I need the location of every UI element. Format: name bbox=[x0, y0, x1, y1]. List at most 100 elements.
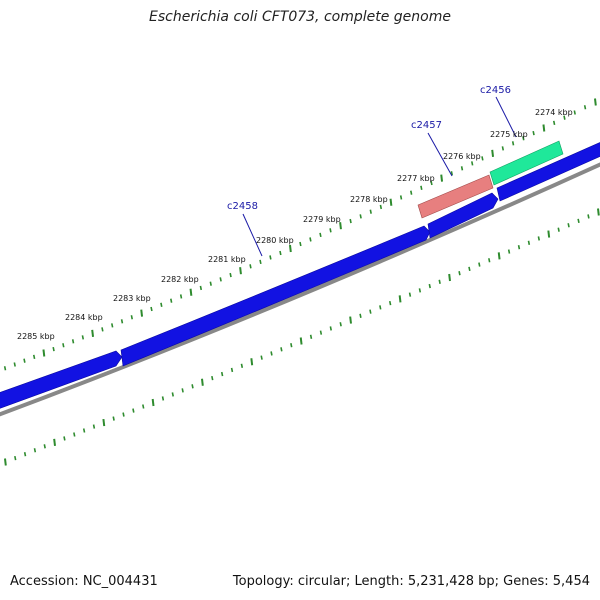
tick-mark bbox=[379, 305, 382, 310]
label-line-c2457 bbox=[427, 132, 453, 177]
tick-mark bbox=[488, 258, 491, 263]
kbp-label: 2281 kbp bbox=[208, 255, 246, 264]
tick-mark bbox=[339, 222, 342, 230]
tick-mark bbox=[219, 277, 222, 282]
tick-mark bbox=[220, 371, 224, 377]
kbp-label: 2280 kbp bbox=[256, 236, 294, 245]
kbp-label: 2279 kbp bbox=[303, 215, 341, 224]
tick-mark bbox=[43, 444, 46, 449]
tick-mark bbox=[507, 249, 511, 254]
kbp-label: 2275 kbp bbox=[490, 130, 528, 139]
kbp-label: 2283 kbp bbox=[113, 294, 151, 303]
tick-mark bbox=[191, 384, 194, 389]
tick-mark bbox=[309, 237, 312, 242]
tick-mark bbox=[23, 358, 26, 363]
tick-mark bbox=[398, 295, 402, 303]
tick-mark bbox=[299, 241, 302, 247]
tick-mark bbox=[71, 339, 75, 344]
tick-mark bbox=[280, 347, 283, 352]
tick-mark bbox=[23, 452, 27, 457]
tick-mark bbox=[3, 366, 7, 371]
kbp-labels: 2274 kbp 2275 kbp 2276 kbp 2277 kbp 2278… bbox=[17, 108, 573, 341]
tick-mark bbox=[73, 432, 76, 437]
tick-mark bbox=[587, 214, 590, 219]
tick-mark bbox=[309, 334, 313, 339]
tick-mark bbox=[389, 198, 393, 206]
tick-mark bbox=[359, 214, 362, 219]
gene-label-c2458[interactable]: c2458 bbox=[227, 201, 258, 212]
tick-mark bbox=[319, 330, 323, 335]
tick-mark bbox=[32, 354, 36, 360]
tick-mark bbox=[151, 398, 155, 407]
tick-mark bbox=[269, 255, 272, 260]
tick-mark bbox=[497, 252, 501, 260]
tick-mark bbox=[379, 204, 383, 210]
tick-mark bbox=[319, 232, 322, 238]
tick-mark bbox=[388, 300, 392, 306]
forward-strand bbox=[0, 138, 600, 412]
tick-mark bbox=[230, 367, 234, 373]
tick-mark bbox=[573, 110, 576, 115]
tick-mark bbox=[547, 230, 551, 238]
genome-backbone bbox=[0, 162, 600, 417]
tick-mark bbox=[82, 428, 86, 433]
tick-mark bbox=[537, 236, 541, 241]
tick-mark bbox=[132, 408, 135, 413]
tick-mark bbox=[142, 404, 145, 409]
tick-mark bbox=[211, 375, 214, 381]
tick-mark bbox=[92, 424, 96, 429]
tick-mark bbox=[101, 327, 104, 332]
tick-mark bbox=[160, 302, 163, 307]
tick-mark bbox=[478, 262, 481, 267]
accession-text: Accession: NC_004431 bbox=[10, 574, 158, 589]
tick-mark bbox=[240, 363, 244, 368]
tick-mark bbox=[81, 335, 85, 340]
tick-mark bbox=[250, 358, 254, 366]
tick-mark bbox=[4, 458, 7, 466]
gene-c2456[interactable] bbox=[489, 140, 564, 186]
tick-mark bbox=[481, 156, 484, 161]
tick-mark bbox=[557, 227, 560, 232]
gene-label-c2456[interactable]: c2456 bbox=[480, 85, 511, 96]
tick-mark bbox=[42, 349, 46, 357]
tick-mark bbox=[111, 323, 114, 328]
tick-mark bbox=[52, 346, 55, 352]
tick-mark bbox=[179, 294, 183, 299]
tick-mark bbox=[542, 124, 546, 132]
gene-arrow[interactable] bbox=[496, 138, 600, 202]
tick-mark bbox=[532, 130, 535, 136]
tick-mark bbox=[329, 326, 332, 331]
tick-mark bbox=[329, 228, 332, 233]
tick-mark bbox=[408, 292, 412, 297]
gene-arrow[interactable] bbox=[0, 350, 123, 412]
tick-mark bbox=[460, 166, 464, 171]
tick-mark bbox=[594, 98, 597, 106]
gene-label-c2457[interactable]: c2457 bbox=[411, 120, 442, 131]
tick-mark bbox=[450, 171, 454, 176]
tick-mark bbox=[53, 438, 56, 447]
tick-mark bbox=[209, 281, 212, 286]
gene-c2457[interactable] bbox=[417, 174, 494, 219]
label-line-c2456 bbox=[495, 96, 517, 138]
tick-mark bbox=[471, 161, 474, 166]
tick-mark bbox=[567, 223, 570, 228]
tick-mark bbox=[458, 271, 461, 276]
gene-arrow[interactable] bbox=[427, 192, 499, 239]
tick-mark bbox=[181, 388, 184, 393]
tick-mark bbox=[112, 416, 115, 421]
tick-mark bbox=[270, 351, 273, 356]
map-title: Escherichia coli CFT073, complete genome bbox=[149, 9, 451, 25]
tick-mark bbox=[91, 329, 95, 338]
tick-mark bbox=[583, 105, 587, 110]
tick-mark bbox=[428, 283, 431, 289]
tick-mark bbox=[229, 272, 232, 278]
tick-mark bbox=[14, 455, 17, 461]
tick-mark bbox=[517, 245, 521, 250]
tick-mark bbox=[249, 264, 252, 269]
kbp-label: 2276 kbp bbox=[443, 152, 481, 161]
inner-tick-ring bbox=[4, 208, 600, 466]
tick-mark bbox=[199, 285, 203, 291]
gene-arrow[interactable] bbox=[120, 225, 431, 367]
